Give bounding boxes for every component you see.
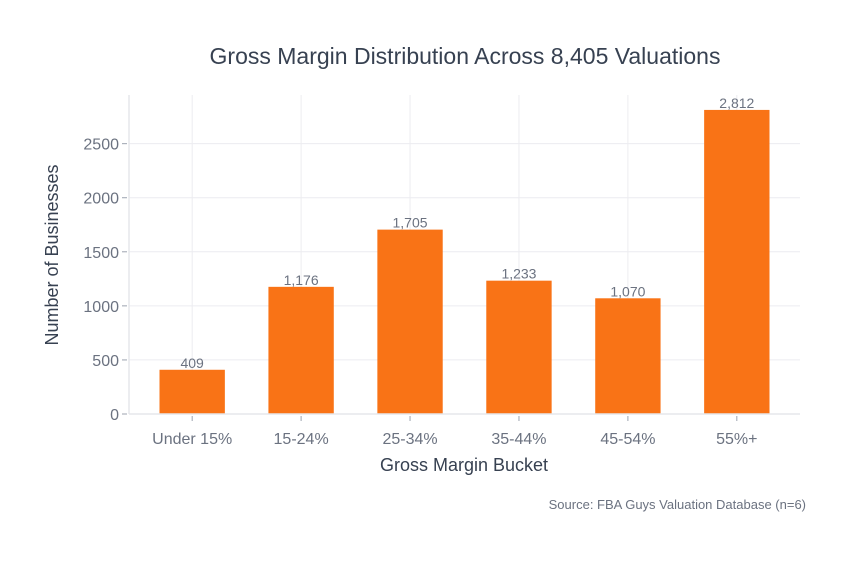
x-tick-label: Under 15% [152, 431, 232, 448]
y-tick-label: 2000 [83, 191, 119, 208]
x-axis-label: Gross Margin Bucket [380, 455, 548, 475]
data-label: 1,176 [284, 272, 319, 288]
bar [268, 286, 334, 414]
x-tick-label: 45-54% [600, 431, 655, 448]
bar [486, 280, 552, 414]
bar [595, 298, 661, 414]
bar [704, 109, 770, 414]
x-tick-label: 15-24% [274, 431, 329, 448]
bar [377, 229, 443, 414]
y-tick-label: 0 [110, 407, 119, 424]
data-label: 1,070 [610, 283, 645, 299]
data-label: 1,705 [393, 215, 428, 231]
y-axis-label: Number of Businesses [42, 164, 62, 345]
x-tick-label: 55%+ [716, 431, 757, 448]
data-label: 409 [180, 355, 204, 371]
chart-title: Gross Margin Distribution Across 8,405 V… [210, 43, 721, 69]
x-tick-label: 25-34% [382, 431, 437, 448]
y-tick-label: 2500 [83, 137, 119, 154]
source-note: Source: FBA Guys Valuation Database (n=6… [549, 497, 806, 512]
data-label: 2,812 [719, 95, 754, 111]
bar [159, 369, 225, 414]
y-tick-label: 1000 [83, 299, 119, 316]
y-tick-label: 1500 [83, 245, 119, 262]
x-tick-label: 35-44% [491, 431, 546, 448]
y-tick-label: 500 [92, 353, 119, 370]
data-label: 1,233 [501, 266, 536, 282]
